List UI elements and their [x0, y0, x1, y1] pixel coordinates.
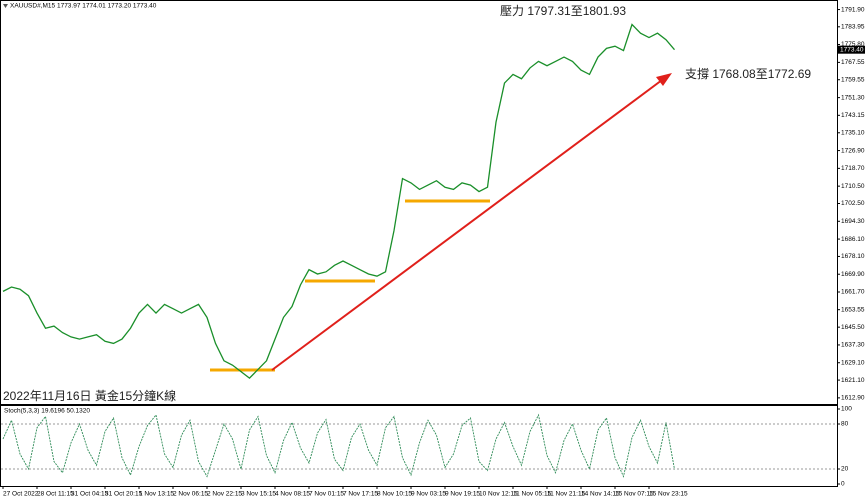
trend-arrow — [656, 73, 672, 86]
x-tick-label: 7 Nov 01:15 — [309, 491, 344, 498]
annotation: 壓力 1797.31至1801.93 — [500, 4, 626, 18]
y-tick-label: 1653.55 — [841, 306, 865, 313]
annotation: 2022年11月16日 黃金15分鐘K線 — [3, 388, 176, 403]
x-tick-label: 31 Oct 20:15 — [105, 491, 143, 498]
y-tick-label: 20 — [841, 466, 849, 473]
y-tick-label: 1767.55 — [841, 59, 865, 66]
x-tick-label: 9 Nov 19:15 — [445, 491, 480, 498]
x-tick-label: 2 Nov 06:15 — [173, 491, 208, 498]
x-tick-label: 9 Nov 03:15 — [411, 491, 446, 498]
x-tick-label: 3 Nov 15:15 — [241, 491, 276, 498]
trend-line — [271, 79, 663, 371]
stoch-header: Stoch(5,3,3) 19.6196 50.1320 — [4, 408, 90, 415]
y-tick-label: 100 — [841, 406, 852, 413]
x-tick-label: 7 Nov 17:15 — [343, 491, 378, 498]
x-tick-label: 8 Nov 10:15 — [377, 491, 412, 498]
y-tick-label: 1702.50 — [841, 200, 865, 207]
y-tick-label: 1612.90 — [841, 395, 865, 402]
x-tick-label: 2 Nov 22:15 — [207, 491, 242, 498]
y-tick-label: 1686.10 — [841, 236, 865, 243]
y-tick-label: 0 — [841, 481, 845, 488]
price-marker — [838, 45, 865, 54]
y-tick-label: 1669.90 — [841, 271, 865, 278]
stoch-line — [2, 413, 675, 478]
chart-header: XAUUSD#,M15 1773.97 1774.01 1773.20 1773… — [10, 3, 157, 10]
y-tick-label: 1661.70 — [841, 289, 865, 296]
x-tick-label: 15 Nov 23:15 — [649, 491, 688, 498]
x-tick-label: 27 Oct 2022 — [3, 491, 39, 498]
y-tick-label: 1629.10 — [841, 359, 865, 366]
y-tick-label: 1710.50 — [841, 183, 865, 190]
x-tick-label: 10 Nov 12:15 — [479, 491, 518, 498]
menu-icon — [3, 4, 8, 8]
y-tick-label: 1645.50 — [841, 324, 865, 331]
x-tick-label: 31 Oct 04:15 — [71, 491, 109, 498]
x-tick-label: 4 Nov 08:15 — [275, 491, 310, 498]
x-tick-label: 28 Oct 11:15 — [37, 491, 74, 498]
y-tick-label: 1694.30 — [841, 218, 865, 225]
y-tick-label: 1621.10 — [841, 377, 865, 384]
y-tick-label: 1783.95 — [841, 24, 865, 31]
y-tick-label: 1735.10 — [841, 129, 865, 136]
y-tick-label: 1743.15 — [841, 112, 865, 119]
x-tick-label: 1 Nov 13:15 — [139, 491, 174, 498]
annotation: 支撐 1768.08至1772.69 — [685, 67, 811, 81]
y-tick-label: 1759.55 — [841, 76, 865, 83]
x-tick-label: 15 Nov 07:15 — [615, 491, 654, 498]
price-line — [2, 23, 675, 380]
y-tick-label: 1637.30 — [841, 342, 865, 349]
y-tick-label: 1791.90 — [841, 6, 865, 13]
decor — [3, 4, 672, 372]
price-marker-label: 1773.40 — [840, 46, 864, 53]
y-tick-label: 1775.80 — [841, 41, 865, 48]
x-tick-label: 14 Nov 14:15 — [581, 491, 620, 498]
y-tick-label: 1726.90 — [841, 147, 865, 154]
y-tick-label: 1751.30 — [841, 94, 865, 101]
y-tick-label: 80 — [841, 421, 849, 428]
y-tick-label: 1678.10 — [841, 253, 865, 260]
x-tick-label: 11 Nov 05:15 — [513, 491, 552, 498]
y-tick-label: 1718.70 — [841, 165, 865, 172]
x-tick-label: 11 Nov 21:15 — [547, 491, 586, 498]
